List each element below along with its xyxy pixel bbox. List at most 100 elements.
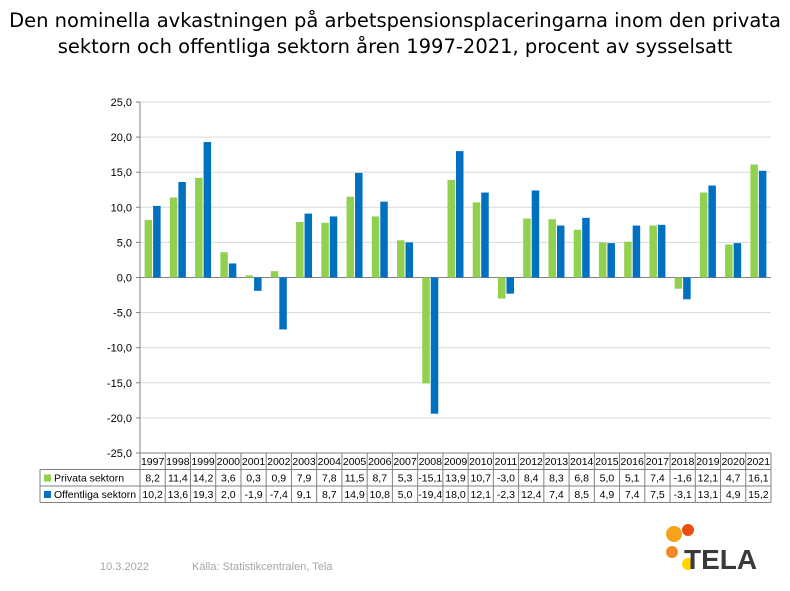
data-table-cell: 13,9 [445, 473, 466, 485]
data-table-cell: 7,4 [650, 473, 665, 485]
data-table-cell: -1,6 [674, 473, 692, 485]
data-table-cell: 18,0 [445, 489, 466, 501]
data-table-cell: 14,9 [344, 489, 365, 501]
bar-privata [144, 219, 153, 278]
data-table-cell: 3,6 [221, 473, 236, 485]
bar-offentliga [228, 263, 237, 278]
data-table-cell: 15,2 [748, 489, 769, 501]
y-tick-label: -15,0 [107, 378, 132, 390]
bar-privata [598, 242, 607, 278]
data-table-cell: 4,9 [600, 489, 615, 501]
bar-offentliga [304, 213, 313, 278]
bar-offentliga [355, 172, 363, 278]
x-category-label: 2001 [242, 456, 266, 468]
x-category-label: 1997 [141, 456, 165, 468]
bar-privata [270, 271, 279, 278]
bar-offentliga [203, 142, 212, 278]
x-category-label: 2011 [495, 456, 518, 468]
data-table-cell: 12,1 [698, 473, 719, 485]
bar-privata [523, 218, 531, 278]
x-category-label: 2013 [545, 456, 569, 468]
x-category-label: 2017 [646, 456, 670, 468]
bar-offentliga [279, 277, 287, 330]
bar-privata [497, 277, 506, 299]
footer-source: Källa: Statistikcentralen, Tela [192, 561, 333, 573]
data-table-cell: 11,5 [345, 473, 365, 485]
data-table-cell: 8,3 [549, 473, 564, 485]
data-table-cell: 8,7 [372, 473, 387, 485]
data-table-cell: 11,4 [168, 473, 188, 485]
tela-logo: TELA [664, 522, 774, 578]
data-table-cell: 12,4 [521, 489, 542, 501]
bar-privata [195, 177, 203, 278]
data-table-cell: 10,2 [142, 489, 163, 501]
x-category-label: 2008 [419, 456, 443, 468]
bar-privata [725, 244, 733, 278]
data-table-cell: -19,4 [418, 489, 442, 501]
bar-privata [321, 222, 329, 278]
data-table-cell: 14,2 [193, 473, 214, 485]
bar-offentliga [708, 185, 716, 278]
data-table-cell: -1,9 [245, 489, 263, 501]
data-table-cell: 2,0 [221, 489, 236, 501]
x-category-label: 2000 [217, 456, 241, 468]
x-category-label: 2003 [292, 456, 316, 468]
bar-privata [169, 197, 178, 278]
data-table-cell: 0,9 [272, 473, 287, 485]
bar-privata [220, 252, 228, 278]
bar-privata [422, 277, 430, 384]
data-table-cell: 7,4 [549, 489, 564, 501]
data-table-cell: 5,3 [398, 473, 413, 485]
x-category-label: 2009 [444, 456, 468, 468]
title-line-2: sektorn och offentliga sektorn åren 1997… [57, 35, 733, 58]
data-table-cell: -7,4 [270, 489, 288, 501]
bar-privata [548, 219, 556, 278]
bar-offentliga [178, 182, 186, 278]
data-table-cell: 8,5 [574, 489, 589, 501]
footer-date: 10.3.2022 [100, 561, 149, 573]
x-category-label: 2002 [267, 456, 291, 468]
bar-offentliga [683, 277, 691, 300]
bar-offentliga [405, 242, 414, 278]
bar-offentliga [380, 201, 388, 278]
data-table-cell: 10,7 [471, 473, 492, 485]
bar-offentliga [556, 225, 565, 278]
data-table-cell: 8,7 [322, 489, 337, 501]
data-table-cell: -15,1 [418, 473, 442, 485]
bar-offentliga [153, 205, 161, 278]
x-category-label: 2015 [595, 456, 619, 468]
data-table-cell: 9,1 [297, 489, 312, 501]
y-tick-label: -20,0 [107, 413, 132, 425]
bar-privata [674, 277, 683, 289]
bar-privata [371, 216, 380, 278]
data-table-cell: 12,1 [471, 489, 492, 501]
bar-privata [750, 164, 758, 278]
bar-offentliga [657, 224, 666, 278]
y-tick-label: -25,0 [107, 448, 132, 460]
bar-offentliga [481, 192, 489, 278]
bar-offentliga [329, 216, 338, 278]
x-category-label: 2005 [343, 456, 367, 468]
tela-logo-mark [666, 524, 694, 570]
data-table-cell: 7,8 [322, 473, 337, 485]
x-category-label: 2014 [570, 456, 594, 468]
data-table-cell: 13,6 [168, 489, 189, 501]
x-category-label: 2016 [621, 456, 645, 468]
x-category-label: 2006 [368, 456, 392, 468]
chart-title: Den nominella avkastningen på arbetspens… [0, 8, 790, 60]
logo-dot-orange [666, 526, 682, 542]
x-category-label: 2004 [318, 456, 342, 468]
x-category-label: 2012 [520, 456, 544, 468]
y-tick-label: 15,0 [111, 167, 132, 179]
data-table-cell: 4,7 [726, 473, 741, 485]
bar-privata [699, 192, 708, 278]
logo-text: TELA [684, 544, 758, 575]
data-table-cell: 19,3 [193, 489, 214, 501]
bar-privata [649, 225, 657, 278]
y-tick-label: 10,0 [111, 202, 132, 214]
x-category-label: 1999 [191, 456, 215, 468]
bar-offentliga [607, 243, 615, 278]
bar-privata [447, 179, 455, 278]
data-table-cell: 8,2 [145, 473, 160, 485]
